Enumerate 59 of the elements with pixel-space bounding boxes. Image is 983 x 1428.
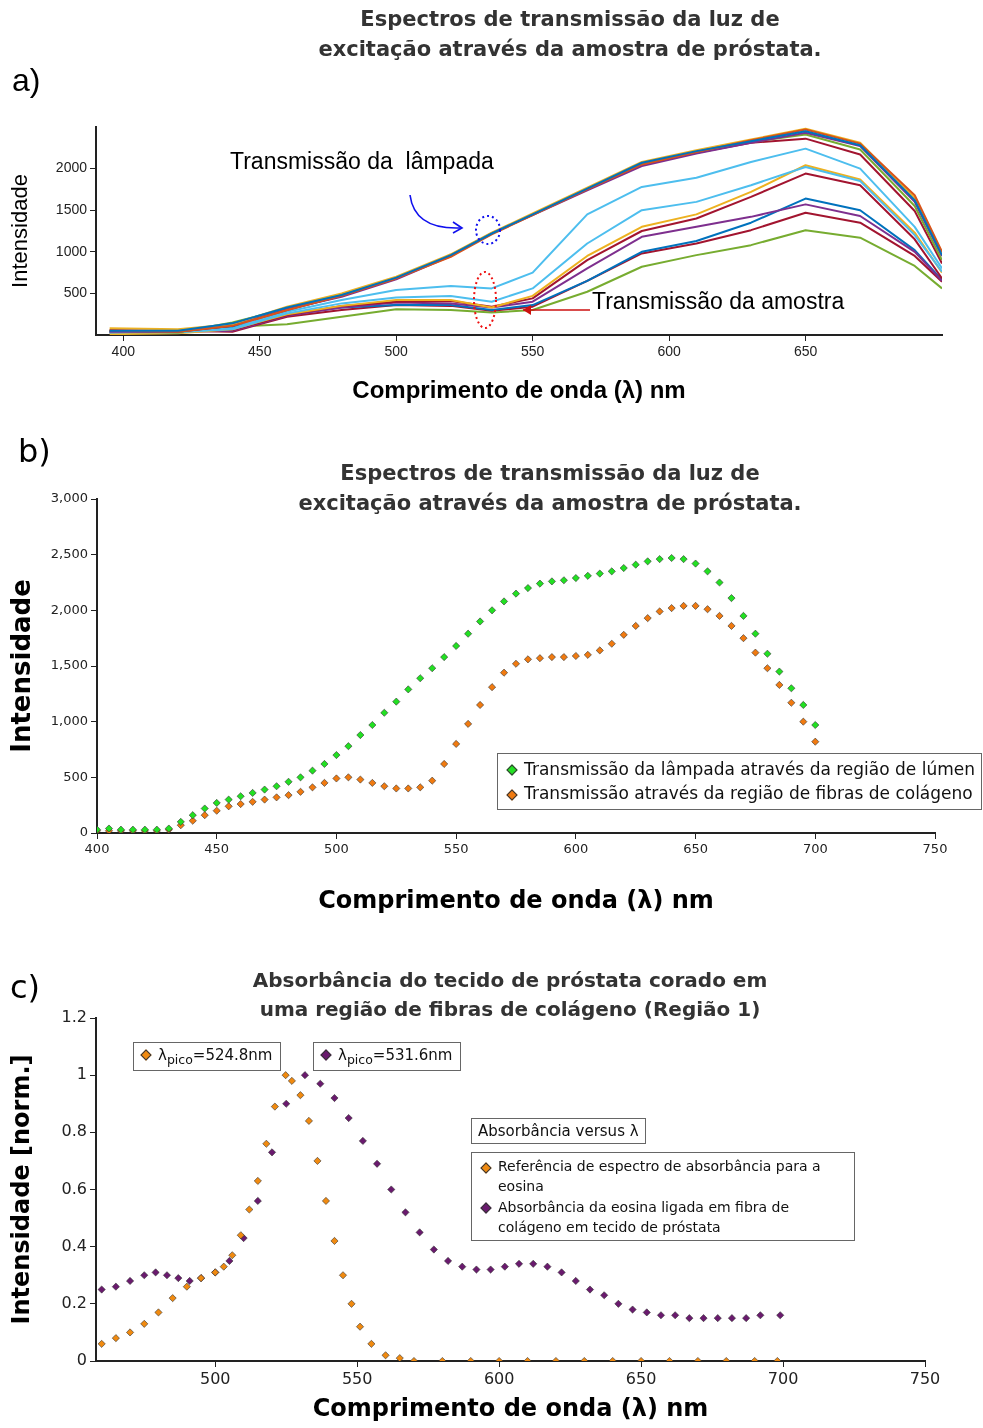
annotation: Transmissão da amostra	[592, 288, 845, 315]
x-tick-label: 750	[922, 841, 948, 857]
y-tick-label: 500	[63, 284, 88, 301]
y-tick-label: 3,000	[50, 490, 88, 506]
y-tick-label: 1	[76, 1064, 87, 1084]
x-tick-label: 400	[111, 343, 136, 360]
y-axis-title: Intensidade [norm.]	[6, 1054, 35, 1325]
x-tick-label: 600	[657, 343, 681, 360]
y-tick-label: 0	[76, 1350, 87, 1370]
y-tick-label: 2,500	[50, 546, 88, 562]
legend-label: Transmissão da lâmpada através da região de lúmen	[524, 757, 975, 781]
x-axis-title: Comprimento de onda (λ) nm	[352, 376, 686, 404]
annotation: λ$_{pico}$=531.6nm	[338, 1046, 453, 1067]
text: a)	[12, 62, 41, 99]
x-tick-label: 550	[443, 841, 469, 857]
chart-title: Espectros de transmissão da luz de excitação através da amostra de próstata.	[297, 460, 803, 518]
x-tick-label: 600	[483, 1368, 515, 1388]
x-tick-label: 500	[384, 343, 409, 360]
x-tick-label: 650	[683, 841, 708, 857]
x-tick-label: 600	[563, 841, 589, 857]
y-tick-label: 500	[63, 768, 88, 784]
text: b)	[18, 432, 51, 470]
legend-label: Transmissão através da região de fibras de colágeno	[524, 782, 973, 806]
y-tick-label: 0.2	[61, 1292, 87, 1312]
legend-title: Absorbância versus λ	[471, 1117, 646, 1144]
legend-label: Referência de espectro de absorbância para a eosina	[498, 1156, 822, 1197]
annotation: λ$_{pico}$=524.8nm	[158, 1046, 273, 1067]
x-tick-label: 550	[341, 1368, 373, 1388]
y-axis-title: Intensidade	[7, 174, 33, 288]
y-tick-label: 0.8	[61, 1121, 87, 1141]
x-tick-label: 750	[909, 1368, 941, 1388]
y-tick-label: 1000	[55, 242, 88, 259]
y-tick-label: 1.2	[61, 1007, 87, 1027]
x-tick-label: 700	[767, 1368, 799, 1388]
y-tick-label: 2000	[55, 159, 88, 176]
y-tick-label: 1,000	[50, 713, 88, 729]
chart-title: Espectros de transmissão da luz de excitação através da amostra de próstata.	[317, 6, 823, 64]
x-tick-label: 650	[625, 1368, 657, 1388]
y-tick-label: 0.6	[61, 1178, 87, 1198]
legend-label: Absorbância da eosina ligada em fibra de colágeno em tecido de próstata	[498, 1197, 791, 1237]
x-tick-label: 500	[199, 1368, 231, 1388]
x-tick-label: 500	[324, 841, 349, 857]
x-tick-label: 450	[204, 841, 230, 857]
x-axis-title: Comprimento de onda (λ) nm	[312, 1393, 709, 1422]
annotation: Transmissão da lâmpada	[230, 148, 494, 175]
y-axis-title: Intensidade	[6, 579, 37, 753]
y-tick-label: 1,500	[50, 657, 88, 673]
x-tick-label: 650	[793, 343, 818, 360]
y-tick-label: 2,000	[50, 601, 88, 617]
x-axis-title: Comprimento de onda (λ) nm	[318, 885, 714, 914]
y-tick-label: 1500	[55, 201, 88, 218]
x-tick-label: 550	[520, 343, 545, 360]
x-tick-label: 450	[248, 343, 272, 360]
chart-title: Absorbância do tecido de próstata corado em uma região de fibras de colágeno (Região 1)	[251, 967, 769, 1023]
x-tick-label: 400	[84, 841, 110, 857]
text: c)	[10, 968, 41, 1006]
y-tick-label: 0	[79, 824, 88, 840]
y-tick-label: 0.4	[61, 1235, 87, 1255]
x-tick-label: 700	[802, 841, 828, 857]
